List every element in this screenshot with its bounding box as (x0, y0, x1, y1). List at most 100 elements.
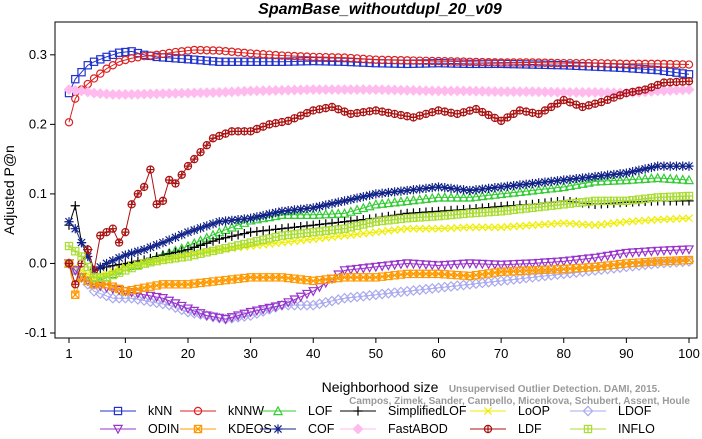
point-ldof (314, 298, 325, 310)
point-lof (414, 194, 425, 204)
point-loop (553, 219, 562, 228)
point-lof (295, 209, 306, 219)
point-loop (647, 216, 656, 225)
point-knn (202, 56, 211, 65)
point-knn (77, 68, 86, 77)
legend-marker-fastabod (352, 423, 364, 435)
y-axis-label: Adjusted P@n (1, 145, 17, 235)
point-knnw (208, 46, 218, 55)
point-ldf (540, 106, 550, 115)
point-ldf (108, 224, 118, 233)
x-tick-label: 100 (678, 346, 700, 361)
point-knn (334, 57, 343, 66)
legend-label-simplifiedlof: SimplifiedLOF (388, 404, 467, 418)
point-loop (622, 217, 631, 226)
point-cof (177, 230, 187, 240)
legend-item-fastabod: FastABOD (340, 422, 448, 436)
point-loop (578, 220, 587, 229)
point-knn (208, 57, 218, 66)
series-kdeos (64, 255, 694, 299)
point-cof (640, 164, 650, 174)
point-cof (101, 258, 112, 269)
point-knnw (359, 54, 368, 64)
point-odin (489, 260, 500, 270)
point-odin (627, 248, 638, 258)
point-knnw (496, 58, 506, 67)
point-odin (470, 259, 482, 270)
point-cof (314, 201, 325, 212)
point-knnw (597, 59, 606, 68)
point-knnw (603, 59, 612, 68)
point-inflo (684, 191, 694, 201)
point-lof (615, 174, 626, 185)
point-cof (383, 187, 393, 198)
point-simplifiedlof (189, 242, 199, 253)
point-knnw (102, 64, 111, 73)
x-tick-label: 60 (431, 346, 445, 361)
point-lof (621, 174, 632, 185)
point-odin (671, 245, 682, 256)
point-lof (452, 192, 463, 202)
legend-label-kdeos: KDEOS (228, 422, 272, 434)
point-odin (201, 311, 212, 321)
point-knnw (509, 58, 518, 67)
point-cof (534, 178, 544, 188)
point-ldf (158, 196, 168, 206)
point-cof (678, 161, 688, 171)
point-lof (564, 180, 576, 191)
point-ldof (94, 288, 106, 300)
point-ldof (126, 292, 138, 304)
point-cof (83, 251, 93, 262)
point-loop (503, 222, 512, 231)
point-odin (226, 313, 237, 323)
point-odin (552, 257, 563, 268)
point-knn (246, 57, 255, 66)
point-odin (189, 306, 200, 317)
point-ldf (171, 179, 180, 188)
point-odin (220, 314, 231, 325)
point-lof (333, 208, 344, 218)
point-cof (446, 183, 456, 193)
point-ldf (202, 141, 211, 150)
point-knnw (515, 58, 525, 67)
point-knnw (365, 55, 374, 64)
point-cof (246, 213, 256, 223)
point-ldf (121, 227, 130, 237)
point-odin (351, 264, 363, 275)
point-inflo (534, 202, 543, 212)
point-simplifiedlof (202, 238, 212, 248)
legend-marker-cof (273, 424, 283, 434)
legend-label-knn: kNN (148, 404, 172, 418)
point-cof (615, 169, 625, 179)
legend-item-cof: COF (260, 422, 335, 436)
point-odin (414, 260, 425, 270)
point-cof (220, 216, 231, 226)
legend-label-odin: ODIN (148, 422, 179, 434)
point-knnw (659, 59, 669, 69)
point-cof (352, 193, 362, 203)
point-odin (546, 258, 557, 268)
point-cof (590, 171, 600, 182)
point-cof (440, 183, 450, 193)
point-odin (527, 259, 538, 269)
point-kdeos (71, 290, 80, 299)
point-odin (408, 259, 419, 270)
legend-label-fastabod: FastABOD (388, 422, 448, 434)
point-lof (458, 192, 469, 202)
point-ldf (503, 113, 512, 122)
point-ldf (590, 99, 600, 108)
point-knn (678, 69, 687, 78)
point-odin (477, 259, 488, 270)
point-odin (214, 313, 225, 324)
point-ldf (496, 116, 506, 126)
point-odin (445, 260, 457, 271)
point-loop (497, 223, 506, 232)
point-odin (439, 260, 450, 271)
point-knnw (152, 50, 161, 60)
point-knn (89, 57, 99, 66)
point-cof (170, 232, 181, 242)
point-odin (232, 311, 244, 321)
point-simplifiedlof (195, 240, 206, 250)
legend-label-knnw: kNNW (228, 404, 264, 418)
